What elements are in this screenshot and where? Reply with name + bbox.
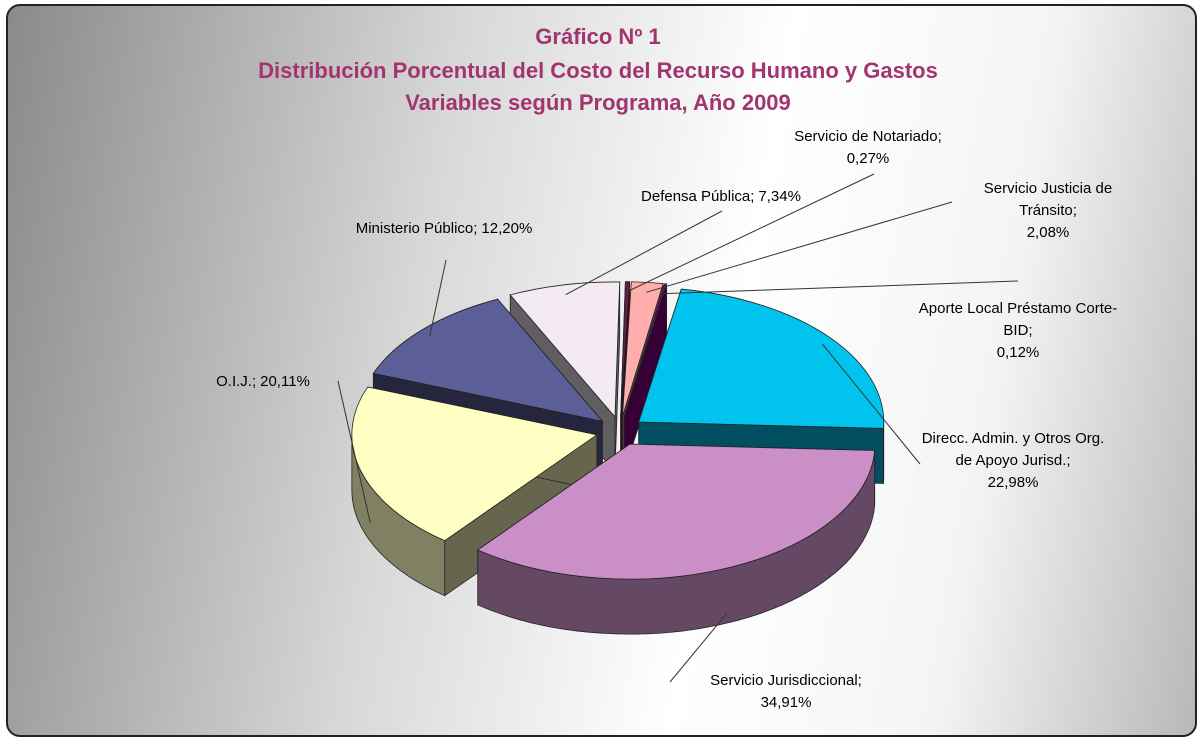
slice-top <box>638 288 885 429</box>
value-label: 12,20% <box>481 220 533 237</box>
leader-line <box>626 173 875 293</box>
category-label: Servicio Jurisdiccional; <box>710 672 862 689</box>
value-label: 34,91% <box>760 694 812 711</box>
category-label: Aporte Local Préstamo Corte-BID; <box>918 300 1118 339</box>
chart-title: Gráfico Nº 1 <box>535 24 660 49</box>
value-label: 7,34% <box>758 188 801 205</box>
value-label: 2,08% <box>1026 224 1070 241</box>
slice-top <box>623 283 668 417</box>
category-label: O.I.J.; <box>216 373 257 390</box>
leader-line <box>429 259 447 337</box>
slice-top <box>476 443 876 580</box>
slice-label: Ministerio Público; 12,20% <box>304 218 584 240</box>
slice-top <box>620 281 630 417</box>
slice-top <box>372 298 604 422</box>
leader-line <box>565 210 723 296</box>
value-label: 0,27% <box>846 150 890 167</box>
slice-label: Defensa Pública; 7,34% <box>596 186 846 208</box>
category-label: Direcc. Admin. y Otros Org. de Apoyo Jur… <box>921 430 1105 469</box>
chart-frame: Gráfico Nº 1 Distribución Porcentual del… <box>6 4 1197 737</box>
slice-label: Direcc. Admin. y Otros Org. de Apoyo Jur… <box>913 428 1113 494</box>
leader-line <box>663 280 1019 295</box>
slice-label: Servicio Jurisdiccional; 34,91% <box>666 670 906 714</box>
category-label: Ministerio Público; <box>355 220 478 237</box>
slice-top <box>351 386 598 542</box>
chart: Gráfico Nº 1 Distribución Porcentual del… <box>258 24 1019 683</box>
leader-line <box>669 612 728 683</box>
chart-title: Distribución Porcentual del Costo del Re… <box>258 58 938 83</box>
value-label: 20,11% <box>260 373 310 390</box>
slice-label: O.I.J.; 20,11% <box>188 371 338 393</box>
chart-title: Variables según Programa, Año 2009 <box>405 90 791 115</box>
slice <box>476 443 876 635</box>
slice-label: Servicio de Notariado; 0,27% <box>768 126 968 170</box>
category-label: Servicio Justicia de Tránsito; <box>983 180 1113 219</box>
leader-line <box>337 380 371 524</box>
category-label: Defensa Pública; <box>641 188 755 205</box>
category-label: Servicio de Notariado; <box>794 128 942 145</box>
slice-label: Aporte Local Préstamo Corte-BID; 0,12% <box>918 298 1118 364</box>
leader-line <box>821 343 921 465</box>
value-label: 22,98% <box>987 474 1039 491</box>
value-label: 0,12% <box>996 344 1040 361</box>
leader-line <box>646 201 953 293</box>
slice-label: Servicio Justicia de Tránsito; 2,08% <box>958 178 1138 244</box>
slice-top <box>509 281 621 418</box>
slice <box>623 283 668 472</box>
